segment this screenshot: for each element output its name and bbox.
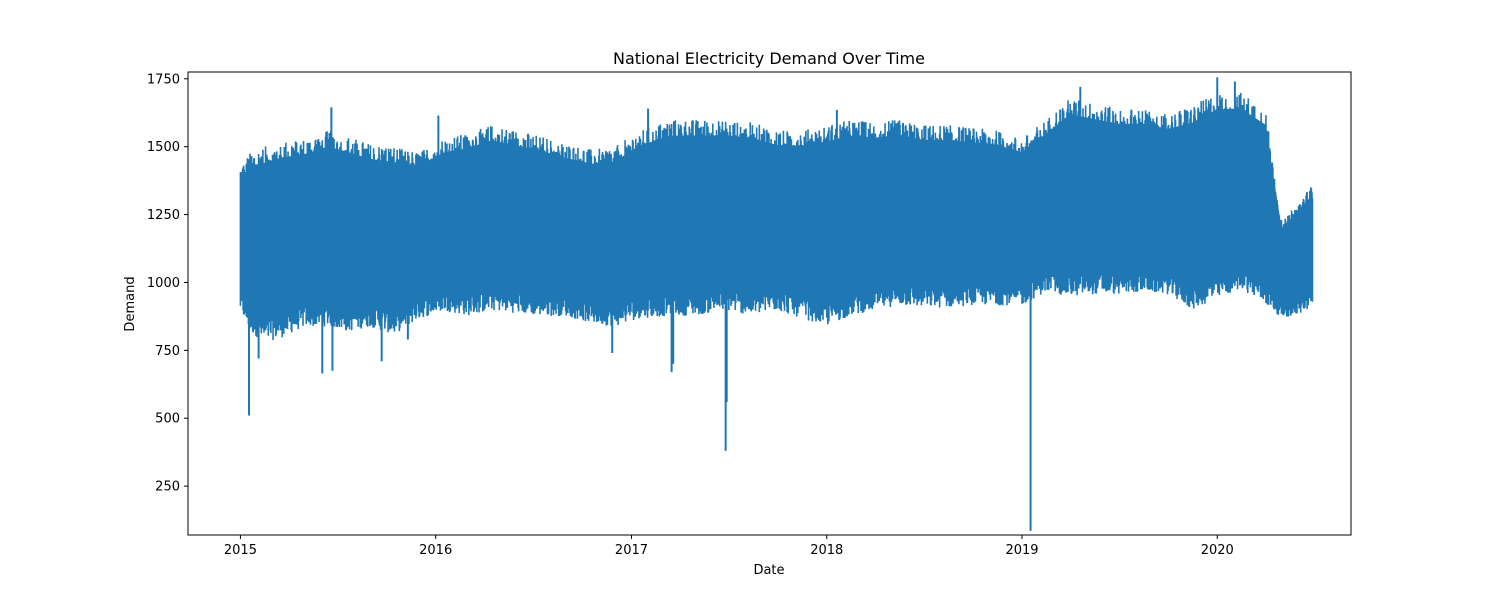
y-axis: 250 500 750 1000 1250 1500 1750 bbox=[147, 72, 188, 495]
x-tick-label: 2017 bbox=[615, 543, 648, 558]
y-tick-label: 250 bbox=[155, 480, 180, 495]
x-tick-label: 2015 bbox=[224, 543, 257, 558]
x-axis-label: Date bbox=[753, 563, 784, 578]
x-tick-label: 2020 bbox=[1201, 543, 1234, 558]
y-tick-label: 1250 bbox=[147, 208, 180, 223]
x-tick-label: 2016 bbox=[419, 543, 452, 558]
series-demand bbox=[239, 77, 1314, 531]
y-tick-label: 750 bbox=[155, 344, 180, 359]
y-tick-label: 1000 bbox=[147, 276, 180, 291]
y-tick-label: 1750 bbox=[147, 72, 180, 87]
y-tick-label: 500 bbox=[155, 412, 180, 427]
plot-frame bbox=[187, 71, 1352, 536]
demand-band bbox=[240, 108, 1313, 324]
x-tick-label: 2018 bbox=[810, 543, 843, 558]
x-axis: 2015 2016 2017 2018 2019 2020 bbox=[224, 535, 1234, 558]
chart-title: National Electricity Demand Over Time bbox=[613, 49, 925, 68]
y-axis-label: Demand bbox=[123, 276, 138, 331]
plot-area bbox=[187, 71, 1352, 536]
y-tick-label: 1500 bbox=[147, 140, 180, 155]
x-tick-label: 2019 bbox=[1005, 543, 1038, 558]
